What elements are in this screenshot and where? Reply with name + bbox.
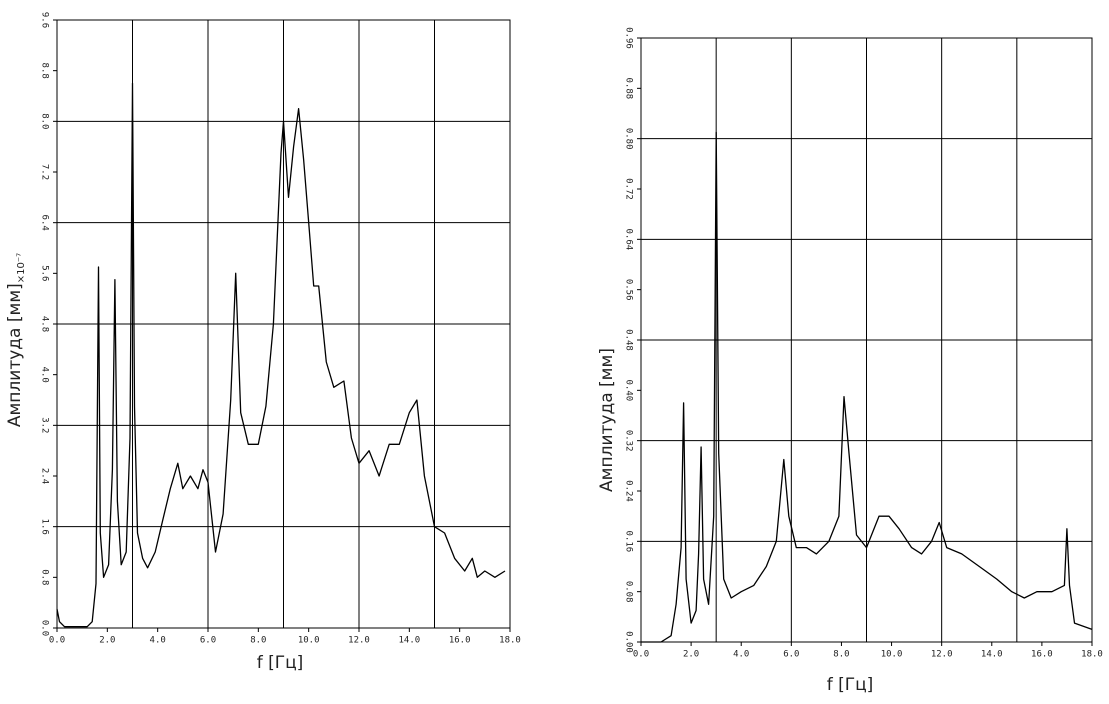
y-tick-label: 0.56 — [624, 279, 634, 301]
y-axis-label-text: Амплитуда [мм] — [597, 348, 617, 492]
y-tick-label: 0.80 — [624, 128, 634, 150]
y-axis-label-text: Амплитуда [мм] — [5, 283, 25, 427]
data-line — [56, 82, 506, 628]
x-tick-label: 18.0 — [499, 636, 521, 646]
y-tick-label: 3.2 — [40, 417, 50, 433]
x-tick-label: 8.0 — [833, 650, 849, 660]
y-tick-label: 0.16 — [624, 530, 634, 552]
y-tick-label: 0.24 — [624, 480, 634, 502]
y-tick-label: 0.96 — [624, 27, 634, 49]
x-tick-label: 10.0 — [881, 650, 903, 660]
x-axis-label: f [Гц] — [257, 653, 304, 673]
x-tick-label: 10.0 — [298, 636, 320, 646]
y-tick-label: 7.2 — [40, 164, 50, 180]
x-tick-label: 14.0 — [398, 636, 420, 646]
y-tick-label: 0.00 — [624, 631, 634, 653]
y-tick-label: 8.8 — [40, 63, 50, 79]
x-tick-label: 18.0 — [1081, 650, 1103, 660]
y-tick-label: 0.32 — [624, 430, 634, 452]
data-line — [641, 131, 1093, 643]
x-tick-label: 6.0 — [783, 650, 799, 660]
x-tick-label: 12.0 — [931, 650, 953, 660]
x-tick-label: 4.0 — [733, 650, 749, 660]
y-tick-label: 0.64 — [624, 228, 634, 250]
y-tick-label: 9.6 — [40, 12, 50, 28]
x-tick-label: 2.0 — [683, 650, 699, 660]
y-axis-label: Амплитуда [мм]×10⁻⁷ — [5, 253, 27, 427]
x-tick-label: 2.0 — [99, 636, 115, 646]
x-tick-label: 12.0 — [348, 636, 370, 646]
y-tick-label: 0.0 — [40, 620, 50, 636]
y-tick-label: 1.6 — [40, 519, 50, 535]
x-tick-label: 6.0 — [200, 636, 216, 646]
x-tick-label: 4.0 — [150, 636, 166, 646]
y-tick-label: 0.88 — [624, 77, 634, 99]
x-tick-label: 0.0 — [633, 650, 649, 660]
x-axis-label: f [Гц] — [827, 675, 874, 695]
y-axis-label-scale: ×10⁻⁷ — [16, 253, 27, 283]
x-tick-label: 0.0 — [49, 636, 65, 646]
y-tick-label: 6.4 — [40, 215, 50, 231]
y-tick-label: 4.0 — [40, 367, 50, 383]
y-tick-label: 5.6 — [40, 265, 50, 281]
y-tick-label: 4.8 — [40, 316, 50, 332]
y-tick-label: 2.4 — [40, 468, 50, 484]
y-tick-label: 0.08 — [624, 581, 634, 603]
y-tick-label: 0.8 — [40, 569, 50, 585]
y-tick-label: 8.0 — [40, 113, 50, 129]
x-tick-label: 16.0 — [1031, 650, 1053, 660]
x-tick-label: 16.0 — [449, 636, 471, 646]
x-tick-label: 14.0 — [981, 650, 1003, 660]
y-tick-label: 0.40 — [624, 379, 634, 401]
y-tick-label: 0.48 — [624, 329, 634, 351]
y-tick-label: 0.72 — [624, 178, 634, 200]
y-axis-label: Амплитуда [мм] — [597, 348, 617, 492]
x-tick-label: 8.0 — [250, 636, 266, 646]
